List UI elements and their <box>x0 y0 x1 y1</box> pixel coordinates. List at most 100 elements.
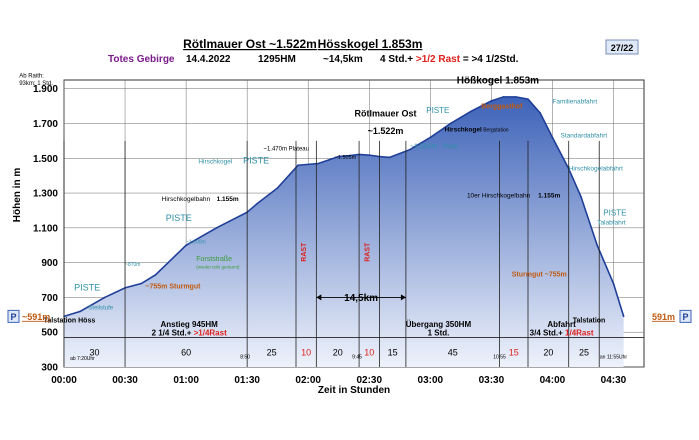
page-number: 27/22 <box>611 43 634 53</box>
profile-point <box>596 244 598 247</box>
annotation-label: Forststraße <box>196 256 232 263</box>
annotation-label: ~1.505m <box>335 155 357 161</box>
annotation-label: Hirschkogel <box>198 158 233 165</box>
annotation-label: Hößkogel 1.853m <box>457 75 539 86</box>
rast-label: RAST <box>364 242 371 262</box>
profile-point <box>317 162 320 165</box>
annotation-label: (wieder teils geräumt) <box>196 265 240 270</box>
page-badge <box>605 39 639 55</box>
distance-header-label: ~14,5km <box>323 54 363 65</box>
x-tick-label: 00:30 <box>112 375 138 386</box>
segment-minutes: 20 <box>333 348 343 358</box>
annotation-label: Familienabfahrt <box>552 98 597 105</box>
y-tick-label: 900 <box>41 258 58 269</box>
phase-label: Abfahrt <box>547 320 576 329</box>
annotation-label: 1.155m <box>217 196 239 203</box>
annotation-label: Bergstation <box>483 127 509 133</box>
parking-marker <box>679 309 692 323</box>
segment-minutes: 30 <box>90 348 100 358</box>
parking-marker <box>7 309 20 323</box>
annotation-label: 93km; 1 Std. <box>19 81 53 87</box>
profile-point <box>327 159 330 161</box>
profile-point <box>429 136 432 139</box>
profile-point <box>348 154 350 157</box>
profile-point <box>580 195 582 198</box>
x-tick-label: 04:00 <box>540 375 566 386</box>
phase-label: Anstieg 945HM <box>160 320 218 329</box>
profile-point <box>612 282 615 285</box>
y-tick-label: 1.300 <box>33 189 58 200</box>
annotations: Ab Raith: 93km; 1 Std. PISTE Steilstufe Tals… <box>7 73 692 362</box>
time-header-label: 4 Std.+ >1/2 Rast = >4 1/2Std. <box>380 54 519 65</box>
profile-point <box>297 164 299 167</box>
y-tick-label: 300 <box>41 363 58 374</box>
range-label: Totes Gebirge <box>108 54 175 65</box>
profile-point <box>539 112 542 114</box>
profile-point <box>470 110 472 113</box>
profile-point <box>409 148 411 151</box>
y-tick-label: 500 <box>41 328 58 339</box>
parking-marker-label: P <box>10 312 16 322</box>
phase-time: 3/4 Std.+ 1/4Rast <box>530 328 594 337</box>
profile-point <box>514 96 517 98</box>
annotation-label: 10er Hirschkogelbahn <box>467 192 531 199</box>
profile-point <box>154 274 157 276</box>
y-tick-label: 1.900 <box>33 84 58 95</box>
x-tick-label: 03:00 <box>418 375 444 386</box>
segment-minutes: 15 <box>509 348 519 358</box>
segment-separators <box>63 140 600 367</box>
elevation-area <box>63 96 625 367</box>
annotation-label: 8:50 <box>240 354 250 360</box>
profile-point <box>140 282 143 285</box>
annotation-label: Berggasthof <box>481 104 523 111</box>
profile-point <box>103 296 106 299</box>
annotation-label: Sturmgut ~755m <box>512 272 567 279</box>
segment-minutes: 20 <box>543 348 553 358</box>
profile-point <box>622 315 625 318</box>
profile-point <box>79 310 82 313</box>
annotation-label: Talabfahrt <box>597 219 626 226</box>
y-tick-label: 1.100 <box>33 223 58 234</box>
x-tick-label: 02:00 <box>295 375 321 386</box>
profile-point <box>256 202 259 205</box>
annotation-label: Steilstufe <box>88 306 113 312</box>
segment-minutes: 10 <box>364 348 374 358</box>
annotation-label: ~870m <box>125 262 140 268</box>
profile-area <box>64 96 624 367</box>
segment-minutes: 15 <box>388 348 398 358</box>
y-tick-label: 700 <box>41 293 58 304</box>
profile-point <box>490 100 493 102</box>
y-axis-label: Höhen in m <box>12 168 23 223</box>
phase-label: Übergang 350HM <box>406 320 472 329</box>
profile-point <box>551 136 554 139</box>
chart-title-right: Hösskogel 1.853m <box>318 37 423 51</box>
annotation-label: PISTE <box>74 282 100 292</box>
annotation-label: ~1.522m <box>368 126 404 136</box>
segment-minutes: 25 <box>579 348 589 358</box>
distance-label: 14,5km <box>344 293 378 304</box>
annotation-label: Hirschkogel <box>445 126 482 133</box>
segment-minutes: 10 <box>301 348 311 358</box>
profile-point <box>215 227 218 229</box>
annotation-label: PISTE <box>426 106 449 115</box>
y-tick-label: 1.700 <box>33 119 58 130</box>
annotation-label: PISTE <box>243 155 269 165</box>
y-tick-label: 1.500 <box>33 154 58 165</box>
annotation-label: ab 7:20Uhr <box>70 356 95 362</box>
elevation-gain-label: 1295HM <box>258 54 296 65</box>
annotation-label: Talstation <box>573 318 606 325</box>
parking-marker-label: P <box>682 312 688 322</box>
annotation-label: Talstation Höss <box>44 318 96 325</box>
annotation-label: 9:45 <box>352 354 362 360</box>
endpoint-label: 591m <box>652 312 675 322</box>
annotation-label: Ab Raith: <box>19 73 44 79</box>
x-tick-label: 03:30 <box>479 375 505 386</box>
x-tick-label: 00:00 <box>51 375 77 386</box>
profile-point <box>185 244 187 247</box>
profile-point <box>449 122 452 125</box>
annotation-label: ~1.000m <box>186 240 206 246</box>
segment-minutes: 60 <box>181 348 191 358</box>
profile-point <box>502 96 505 98</box>
annotation-label: PISTE <box>166 213 192 223</box>
